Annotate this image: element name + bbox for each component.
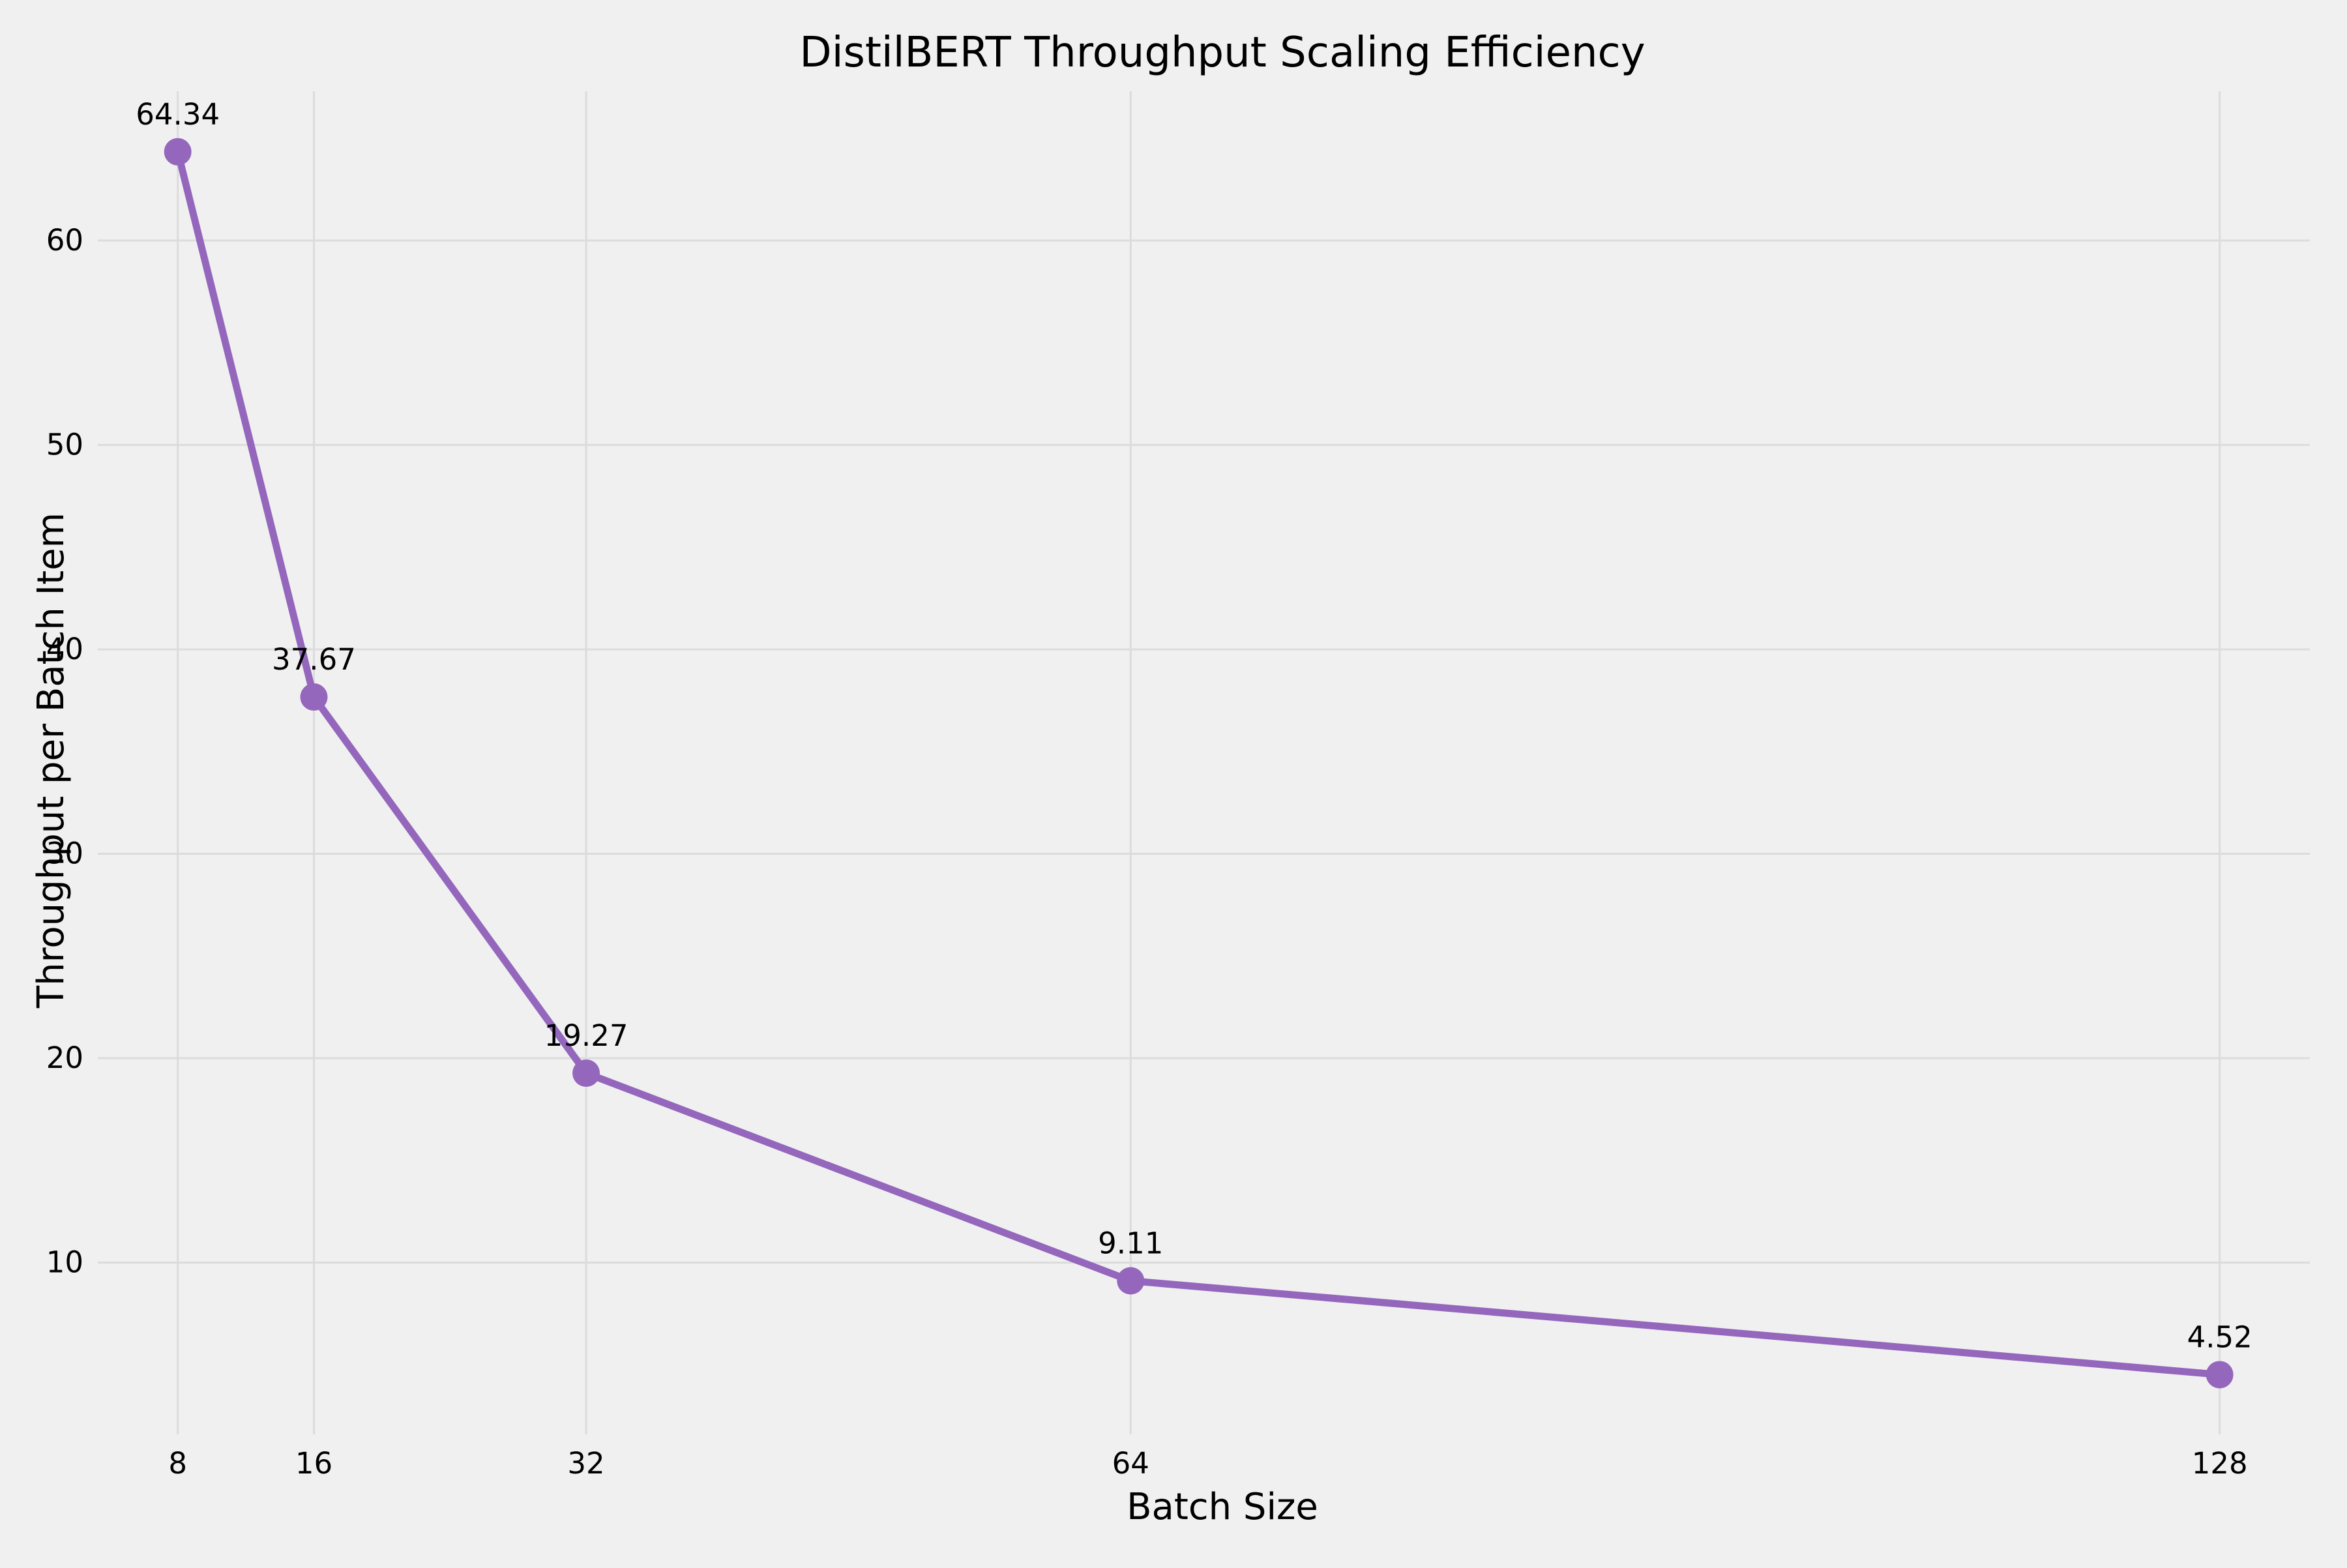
data-point [2206, 1361, 2234, 1389]
data-labels: 64.34 37.67 19.27 9.11 4.52 [136, 97, 2252, 1355]
y-axis-label: Throughput per Batch Item [30, 512, 72, 1009]
grid [98, 91, 2310, 1434]
data-point [1117, 1267, 1145, 1295]
x-tick-label: 8 [168, 1446, 187, 1481]
x-tick-label: 128 [2192, 1446, 2248, 1481]
data-point [300, 683, 328, 711]
y-axis-ticks: 10 20 30 40 50 60 [46, 223, 83, 1280]
x-axis-ticks: 8 16 32 64 128 [168, 1446, 2247, 1481]
y-tick-label: 10 [46, 1245, 83, 1280]
chart-title: DistilBERT Throughput Scaling Efficiency [799, 29, 1645, 77]
data-label: 19.27 [544, 1018, 628, 1053]
series-line [174, 148, 2224, 1378]
data-label: 37.67 [272, 642, 356, 677]
data-point [164, 138, 192, 166]
data-point [572, 1059, 600, 1087]
y-tick-label: 50 [46, 427, 83, 462]
series-layer [164, 138, 2234, 1389]
x-tick-label: 16 [295, 1446, 332, 1481]
y-tick-label: 60 [46, 223, 83, 258]
x-tick-label: 64 [1112, 1446, 1149, 1481]
data-label: 4.52 [2187, 1320, 2252, 1354]
data-label: 64.34 [136, 97, 220, 132]
y-tick-label: 30 [46, 836, 83, 871]
x-tick-label: 32 [567, 1446, 604, 1481]
data-label: 9.11 [1098, 1226, 1163, 1261]
y-tick-label: 20 [46, 1041, 83, 1075]
y-tick-label: 40 [46, 632, 83, 666]
x-axis-label: Batch Size [1127, 1486, 1318, 1528]
